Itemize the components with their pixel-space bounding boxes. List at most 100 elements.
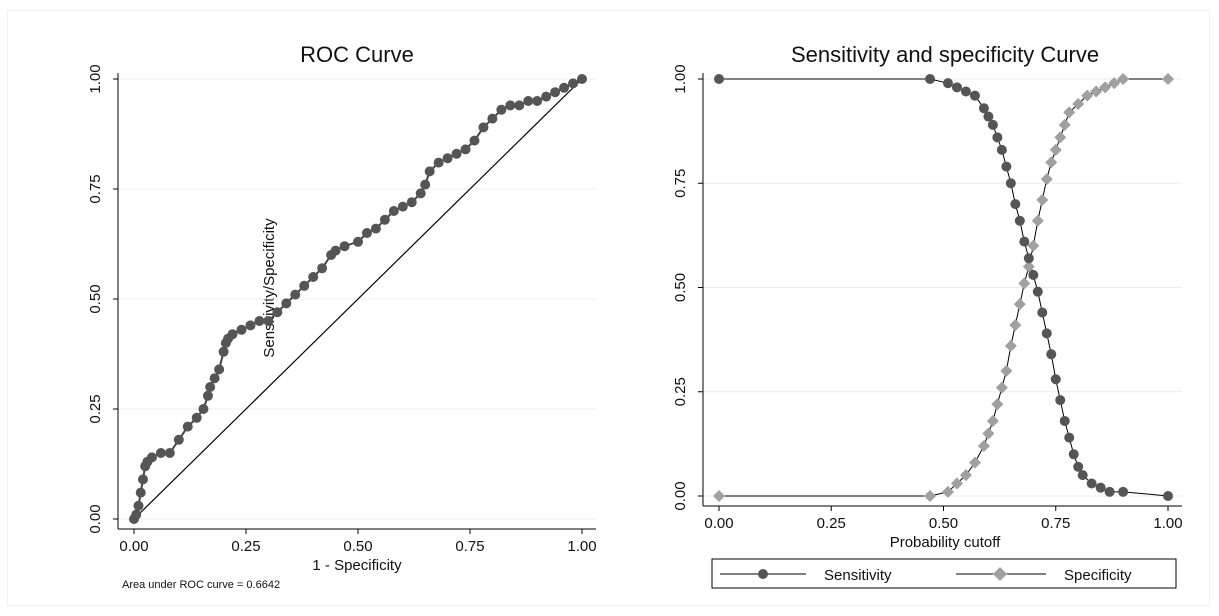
roc-point	[263, 316, 274, 326]
specificity-point	[1090, 85, 1103, 98]
plot-layer: 0.00 0.25 0.50 0.75 1.00 0.00 0.25 0.50 0.75 1.00…	[87, 64, 1183, 555]
sens-spec-x-tick-label: 1.00	[1153, 515, 1182, 532]
sensitivity-point	[1010, 199, 1021, 210]
sensitivity-point	[1059, 415, 1070, 426]
roc-x-tick-label: 0.00	[119, 538, 148, 555]
sensitivity-point	[1118, 486, 1129, 497]
sensitivity-point	[951, 82, 962, 93]
roc-chart-title: ROC Curve	[300, 42, 414, 67]
specificity-point	[1081, 89, 1094, 102]
sensitivity-point	[983, 111, 994, 122]
sensitivity-point	[1104, 486, 1115, 497]
roc-point	[299, 280, 310, 291]
sensitivity-point	[1001, 161, 1012, 172]
roc-point	[353, 236, 363, 247]
specificity-point	[1000, 364, 1013, 377]
sensitivity-point	[960, 86, 971, 97]
sens-spec-y-tick-label: 0.25	[672, 377, 689, 406]
roc-point	[577, 74, 587, 84]
specificity-point	[959, 469, 972, 482]
roc-point	[460, 144, 471, 155]
roc-point	[131, 509, 142, 520]
sens-spec-chart-title: Sensitivity and specificity Curve	[791, 42, 1099, 67]
roc-point	[568, 78, 579, 89]
roc-point	[182, 421, 193, 432]
roc-reference-line	[133, 78, 583, 520]
sensitivity-point	[1014, 215, 1025, 226]
sensitivity-point	[1055, 395, 1066, 406]
specificity-point	[1027, 239, 1040, 252]
roc-y-tick-label: 1.00	[87, 64, 104, 93]
legend: Sensitivity Specificity	[711, 558, 1177, 589]
sensitivity-point	[1023, 253, 1034, 264]
sens-spec-x-tick-label: 0.25	[817, 515, 846, 532]
roc-point	[487, 113, 498, 124]
roc-point	[505, 100, 516, 111]
roc-x-axis-label: 1 - Specificity	[312, 557, 402, 574]
sensitivity-point	[1077, 470, 1088, 481]
legend-specificity-label: Specificity	[1064, 567, 1132, 584]
sensitivity-point	[1041, 328, 1052, 339]
sensitivity-point	[714, 74, 724, 84]
roc-point	[317, 263, 328, 274]
roc-point	[397, 201, 408, 212]
sensitivity-point	[1086, 478, 1097, 489]
specificity-point	[1009, 319, 1022, 332]
roc-point	[290, 289, 301, 300]
roc-point	[146, 452, 157, 463]
sensitivity-point	[992, 132, 1003, 143]
specificity-point	[995, 381, 1008, 394]
roc-point	[205, 382, 216, 392]
roc-point	[133, 500, 144, 511]
specificity-point	[1058, 118, 1071, 131]
roc-y-tick-label: 0.75	[87, 174, 104, 203]
roc-point	[209, 373, 220, 384]
roc-x-tick-label: 0.75	[455, 538, 484, 555]
specificity-point	[1031, 214, 1044, 227]
roc-point	[559, 82, 570, 93]
sens-spec-y-tick-label: 0.00	[672, 481, 689, 510]
roc-x-tick-label: 0.25	[231, 538, 260, 555]
specificity-point	[1013, 298, 1026, 311]
roc-point	[236, 324, 247, 335]
roc-point	[137, 474, 148, 485]
sens-spec-y-tick-label: 0.50	[672, 273, 689, 302]
sensitivity-point	[1095, 482, 1106, 493]
roc-point	[245, 320, 256, 331]
sensitivity-point	[1037, 307, 1048, 318]
roc-y-tick-label: 0.00	[87, 504, 104, 533]
sensitivity-point	[978, 103, 989, 114]
sensitivity-point	[1032, 286, 1043, 297]
legend-sensitivity-marker	[758, 569, 768, 579]
roc-point	[281, 298, 292, 309]
roc-point	[191, 412, 202, 423]
sensitivity-point	[1050, 374, 1061, 385]
roc-point	[388, 206, 399, 216]
roc-point	[202, 390, 213, 401]
specificity-point	[1045, 156, 1058, 169]
roc-point	[420, 179, 431, 190]
specificity-point	[941, 485, 954, 498]
roc-point	[308, 272, 319, 282]
specificity-point	[982, 427, 995, 440]
roc-point	[361, 228, 372, 238]
sens-spec-y-tick-label: 0.75	[672, 169, 689, 198]
specificity-point	[713, 490, 725, 502]
roc-point	[272, 307, 283, 318]
roc-point	[379, 214, 390, 225]
legend-box	[711, 558, 1177, 589]
specificity-point	[1108, 77, 1121, 90]
sensitivity-point	[987, 119, 998, 130]
roc-point	[433, 157, 444, 168]
roc-point	[496, 104, 507, 115]
sens-spec-x-tick-label: 0.00	[704, 515, 733, 532]
roc-point	[406, 197, 417, 208]
legend-specificity-marker	[993, 567, 1007, 581]
specificity-point	[968, 456, 981, 469]
sensitivity-point	[1068, 449, 1079, 460]
sensitivity-point	[969, 90, 980, 101]
roc-point	[164, 448, 175, 458]
specificity-point	[1004, 339, 1017, 352]
